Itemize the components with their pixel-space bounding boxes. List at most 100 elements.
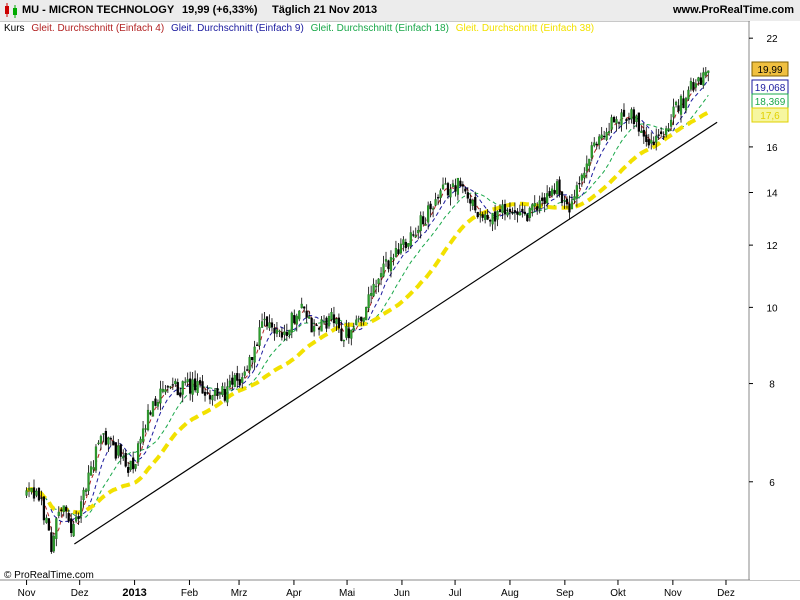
candle-body xyxy=(327,316,331,327)
candle-body xyxy=(583,172,586,179)
candle-body xyxy=(124,452,127,467)
candle xyxy=(30,487,33,495)
candle xyxy=(84,487,88,496)
candle-body xyxy=(241,377,244,383)
candle-body xyxy=(436,197,440,199)
candle xyxy=(154,396,157,407)
candle xyxy=(191,372,194,402)
candle xyxy=(109,436,112,447)
candle xyxy=(352,322,355,333)
candle-body xyxy=(689,81,693,90)
candle xyxy=(397,243,400,256)
frequency-date: Täglich 21 Nov 2013 xyxy=(272,4,378,16)
candle xyxy=(89,461,93,476)
site-url[interactable]: www.ProRealTime.com xyxy=(672,4,794,16)
candle xyxy=(60,507,63,517)
candle-body xyxy=(350,329,353,339)
candle-body xyxy=(451,183,455,187)
candle xyxy=(625,118,628,130)
candle xyxy=(503,199,507,221)
candle-body xyxy=(79,501,83,517)
candle-body xyxy=(248,357,251,371)
last-value-box: 17,6 xyxy=(751,107,789,123)
candle xyxy=(213,388,217,402)
candle-body xyxy=(560,191,564,203)
candle-body xyxy=(159,388,162,404)
candle xyxy=(144,424,147,433)
candle-body xyxy=(657,134,660,136)
candle xyxy=(57,506,60,519)
candle xyxy=(72,521,75,537)
candle xyxy=(146,404,150,432)
candle xyxy=(156,399,160,410)
candle xyxy=(543,193,546,213)
candle-body xyxy=(134,464,137,469)
candle-body xyxy=(77,516,80,520)
candle xyxy=(320,316,323,332)
candle xyxy=(451,179,455,188)
candle-body xyxy=(75,516,78,522)
candle-body xyxy=(253,346,256,363)
candle-body xyxy=(156,402,160,407)
y-tick-label: 8 xyxy=(769,380,775,391)
candle xyxy=(372,278,375,298)
candle xyxy=(585,155,588,179)
candle xyxy=(298,310,301,322)
candle xyxy=(211,394,214,406)
candle-body xyxy=(67,513,70,522)
candle-body xyxy=(533,203,536,207)
candle-body xyxy=(679,96,683,115)
candle xyxy=(555,179,559,198)
candle-body xyxy=(570,201,574,210)
candle xyxy=(546,185,549,208)
candle xyxy=(409,226,412,249)
candle-body xyxy=(422,216,425,225)
candle xyxy=(322,315,326,325)
candle-body xyxy=(107,437,110,445)
candle xyxy=(461,181,464,194)
y-tick-label: 22 xyxy=(766,34,778,45)
candle-body xyxy=(139,438,142,444)
candle xyxy=(677,99,680,114)
candle-body xyxy=(600,134,603,139)
y-tick-label: 6 xyxy=(769,478,775,489)
candle xyxy=(441,177,445,190)
legend-ma4: Gleit. Durchschnitt (Einfach 4) xyxy=(31,23,165,34)
candle xyxy=(407,243,410,250)
candle-body xyxy=(315,324,318,327)
candle-body xyxy=(481,214,484,218)
candle-body xyxy=(446,183,450,196)
candle-body xyxy=(414,235,417,238)
candle xyxy=(226,378,229,407)
candle xyxy=(119,443,122,465)
candle-body xyxy=(87,472,90,492)
candle xyxy=(127,461,130,477)
candle xyxy=(263,311,266,327)
last-value-box-bg xyxy=(751,107,789,123)
candle-body xyxy=(526,214,529,222)
candle-body xyxy=(203,391,207,396)
x-tick-label: Apr xyxy=(286,588,302,599)
candle xyxy=(414,227,417,238)
candle-body xyxy=(394,248,398,258)
candle xyxy=(550,185,554,198)
candle xyxy=(427,201,430,230)
legend-ma9: Gleit. Durchschnitt (Einfach 9) xyxy=(170,23,304,34)
candle xyxy=(508,202,512,220)
y-tick-label: 16 xyxy=(766,143,778,154)
candle-body xyxy=(55,518,58,539)
candle xyxy=(42,496,46,525)
candle-body xyxy=(469,198,472,204)
candle xyxy=(179,387,182,398)
candle-body xyxy=(300,303,303,309)
candle-body xyxy=(243,371,246,376)
candle xyxy=(583,167,586,184)
candle-body xyxy=(456,177,460,195)
candle xyxy=(151,400,155,417)
candle-body xyxy=(65,506,68,512)
candle xyxy=(422,211,425,226)
trendline[interactable] xyxy=(74,121,718,545)
candle-body xyxy=(382,263,385,277)
candle xyxy=(610,114,613,133)
candle-body xyxy=(662,136,665,138)
